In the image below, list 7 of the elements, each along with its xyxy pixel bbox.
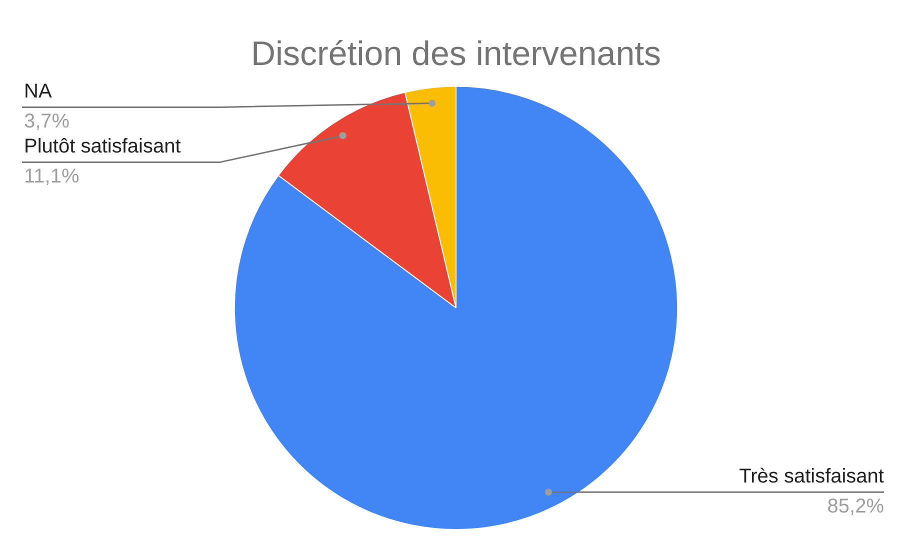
data-label: 3,7%: [24, 110, 70, 133]
slice-label: Très satisfaisant: [739, 466, 884, 488]
slice-label: Plutôt satisfaisant: [24, 136, 182, 158]
chart-title: Discrétion des intervenants: [250, 34, 662, 73]
data-label: 85,2%: [827, 496, 884, 518]
slice-label: NA: [24, 80, 52, 103]
data-label: 11,1%: [24, 166, 80, 188]
